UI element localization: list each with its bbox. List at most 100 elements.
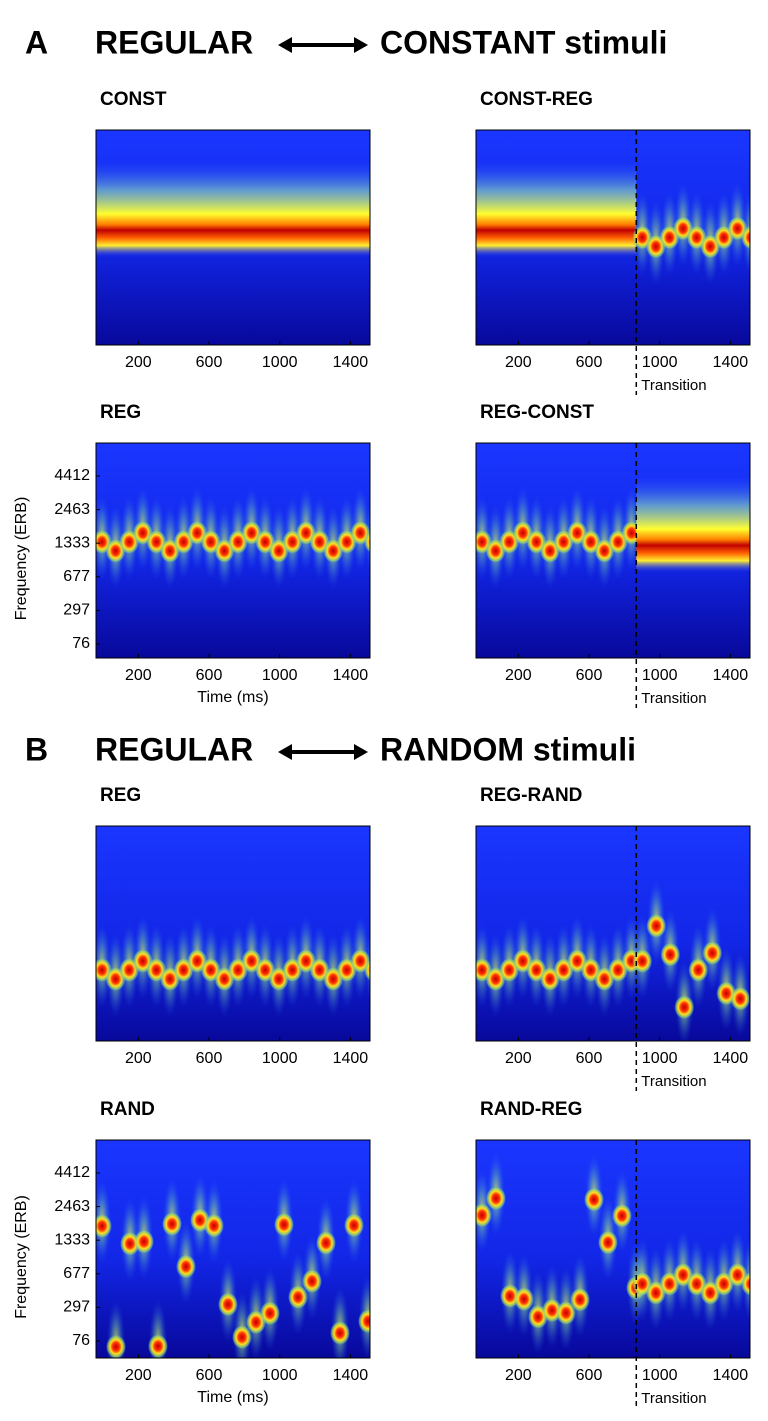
spectrogram	[476, 826, 750, 1041]
pip	[730, 986, 750, 1011]
y-tick-label: 76	[72, 1332, 90, 1349]
pip	[134, 1229, 154, 1254]
pip	[702, 941, 723, 966]
panel-title: REG-CONST	[480, 402, 594, 423]
x-tick-label: 1000	[262, 1367, 298, 1384]
pip	[148, 1334, 168, 1358]
y-tick-label: 1333	[54, 534, 90, 551]
y-tick-label: 1333	[54, 1231, 90, 1248]
tone-band	[96, 161, 370, 258]
x-tick-label: 600	[576, 1367, 603, 1384]
panel-title: REG-RAND	[480, 785, 582, 806]
y-tick-label: 297	[63, 602, 90, 619]
transition-label: Transition	[641, 377, 706, 394]
panel-title: RAND-REG	[480, 1099, 582, 1120]
pip	[232, 1325, 252, 1350]
spectrogram	[476, 443, 750, 658]
pip	[218, 1292, 238, 1317]
y-axis-label: Frequency (ERB)	[13, 497, 30, 621]
pip	[344, 1213, 364, 1238]
x-tick-label: 200	[125, 1050, 152, 1067]
section-letter: B	[25, 731, 48, 767]
pip	[741, 225, 750, 250]
pip	[674, 995, 695, 1020]
y-tick-label: 677	[63, 1265, 90, 1282]
section-right: RANDOM stimuli	[380, 731, 636, 767]
x-tick-label: 200	[505, 1050, 532, 1067]
x-tick-label: 1400	[333, 667, 369, 684]
pip	[646, 913, 667, 938]
panel-title: RAND	[100, 1099, 155, 1120]
plot-frame	[95, 129, 371, 346]
pip	[660, 942, 681, 967]
pip	[274, 1212, 294, 1237]
pip	[598, 1230, 618, 1255]
pip	[584, 1187, 604, 1212]
spectrogram	[96, 826, 370, 1041]
x-tick-label: 600	[196, 354, 223, 371]
x-tick-label: 1000	[262, 1050, 298, 1067]
tone-band	[636, 476, 750, 573]
x-tick-label: 1400	[333, 1050, 369, 1067]
section-left: REGULAR	[95, 731, 253, 767]
x-tick-label: 200	[505, 1367, 532, 1384]
x-tick-label: 600	[196, 667, 223, 684]
x-tick-label: 600	[576, 354, 603, 371]
plot-frame	[475, 1139, 751, 1359]
x-tick-label: 200	[505, 667, 532, 684]
x-tick-label: 1400	[333, 1367, 369, 1384]
pip	[260, 1301, 280, 1326]
y-tick-label: 677	[63, 568, 90, 585]
tone-band	[476, 161, 637, 258]
spectrogram	[476, 1140, 750, 1358]
x-axis-label: Time (ms)	[197, 689, 268, 706]
pip	[486, 1186, 506, 1211]
section-right: CONSTANT stimuli	[380, 24, 667, 60]
pip	[162, 1212, 182, 1237]
x-tick-label: 1400	[333, 354, 369, 371]
spectrogram	[96, 1140, 370, 1358]
pip	[556, 1300, 576, 1325]
transition-label: Transition	[641, 1390, 706, 1407]
y-tick-label: 4412	[54, 467, 90, 484]
pip	[612, 1203, 632, 1228]
transition-label: Transition	[641, 1073, 706, 1090]
pip	[330, 1321, 350, 1346]
spectrogram	[96, 130, 370, 345]
pip	[288, 1285, 308, 1310]
x-tick-label: 1400	[713, 1050, 749, 1067]
plot-frame	[95, 442, 371, 659]
transition-label: Transition	[641, 690, 706, 707]
pip	[688, 957, 709, 982]
x-tick-label: 1400	[713, 1367, 749, 1384]
panel-title: REG	[100, 785, 141, 806]
pip	[364, 530, 370, 553]
plot-frame	[475, 442, 751, 659]
section-left: REGULAR	[95, 24, 253, 60]
panel-title: CONST-REG	[480, 89, 593, 110]
x-tick-label: 1000	[262, 354, 298, 371]
plot-frame	[475, 129, 751, 346]
spectrogram	[476, 130, 750, 345]
pip	[570, 1287, 590, 1312]
panel-title: CONST	[100, 89, 167, 110]
pip	[364, 959, 370, 982]
x-tick-label: 1000	[642, 1050, 678, 1067]
plot-frame	[475, 825, 751, 1042]
y-tick-label: 2463	[54, 501, 90, 518]
x-tick-label: 1400	[713, 667, 749, 684]
x-tick-label: 200	[125, 354, 152, 371]
pip	[302, 1269, 322, 1294]
y-axis-label: Frequency (ERB)	[13, 1195, 30, 1319]
spectrogram	[96, 443, 370, 658]
plot-frame	[95, 1139, 371, 1359]
y-tick-label: 4412	[54, 1164, 90, 1181]
y-tick-label: 297	[63, 1299, 90, 1316]
x-tick-label: 600	[196, 1050, 223, 1067]
pip	[632, 949, 653, 974]
x-axis-label: Time (ms)	[197, 1389, 268, 1406]
x-tick-label: 200	[505, 354, 532, 371]
pip	[358, 1309, 370, 1334]
